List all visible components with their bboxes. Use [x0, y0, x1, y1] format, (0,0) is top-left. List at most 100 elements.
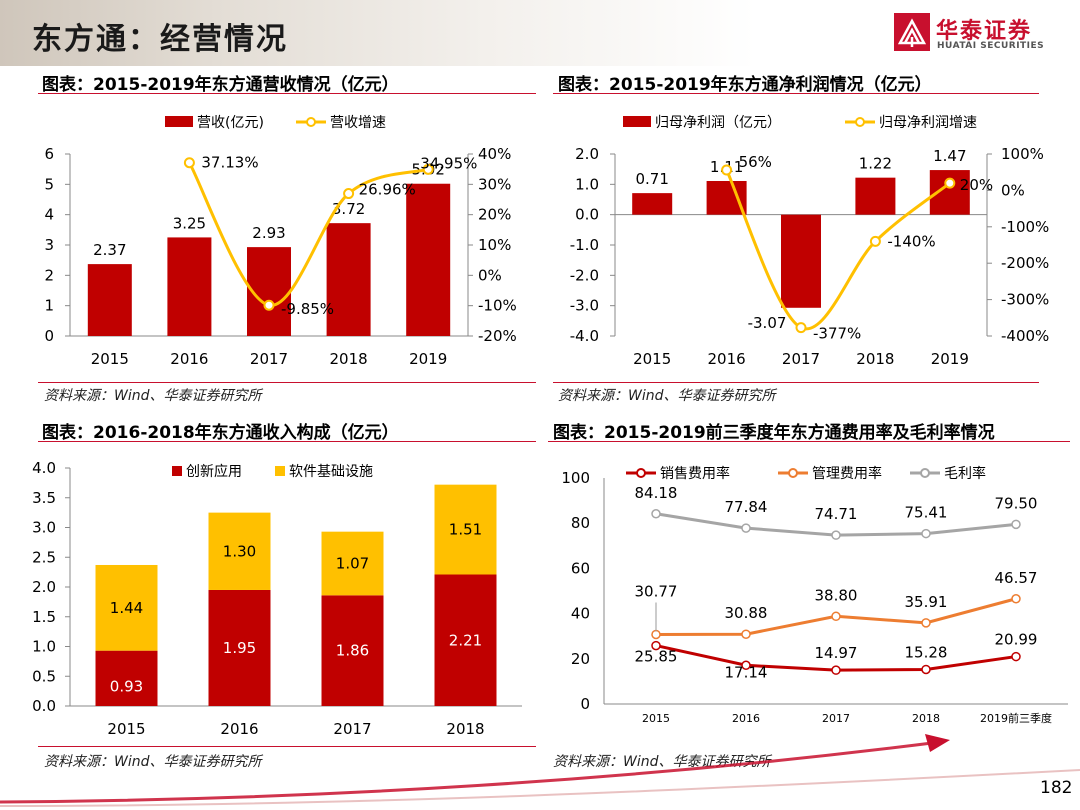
legend-label-2: 毛利率 — [944, 465, 986, 482]
y-tick-label: 3.5 — [32, 489, 56, 507]
panel3-title: 图表：2016-2018年东方通收入构成（亿元） — [42, 423, 399, 443]
panel4-title: 图表：2015-2019前三季度年东方通费用率及毛利率情况 — [553, 423, 995, 443]
y-right-tick-label: -20% — [478, 327, 517, 345]
x-tick-label: 2015 — [633, 350, 671, 368]
x-tick-label: 2015 — [91, 350, 129, 368]
y-tick-label: 0 — [580, 695, 590, 713]
panel1-title: 图表：2015-2019年东方通营收情况（亿元） — [42, 75, 399, 95]
y-right-tick-label: -200% — [1001, 254, 1049, 272]
y-right-tick-label: 30% — [478, 175, 511, 193]
y-left-tick-label: 2.0 — [575, 145, 599, 163]
legend-swatch-infrastructure — [275, 466, 285, 476]
x-tick-label: 2016 — [170, 350, 208, 368]
point-revenue-growth — [263, 299, 275, 311]
y-left-tick-label: 0 — [44, 327, 54, 345]
bar-label: 1.47 — [933, 147, 966, 165]
point-profit-growth — [944, 177, 956, 189]
revenue-mix-chart: 创新应用 软件基础设施 0.0 0.5 1.0 1.5 2.0 2.5 3.0 3.5 4.0 201… — [32, 459, 522, 738]
net-profit-chart: 归母净利润（亿元） 归母净利润增速 -4.0 -3.0 -2.0 -1.0 0.0 1.0 2.… — [570, 114, 1050, 368]
point-series-0 — [1011, 651, 1021, 662]
legend-swatch-net-profit — [623, 116, 651, 127]
x-tick-label: 2017 — [782, 350, 820, 368]
bar-infrastructure — [321, 531, 384, 596]
logo-text-en: HUATAI SECURITIES — [937, 41, 1045, 51]
panel2-top-rule — [553, 93, 1039, 94]
x-tick-label: 2016 — [708, 350, 746, 368]
y-tick-label: 0.0 — [32, 697, 56, 715]
point-profit-growth — [869, 235, 881, 247]
point-label-series-1: 38.80 — [815, 586, 858, 604]
bar-infrastructure — [208, 512, 271, 590]
y-right-tick-label: -300% — [1001, 291, 1049, 309]
bar-revenue — [326, 223, 371, 336]
legend-marker-1 — [788, 468, 798, 478]
point-series-1 — [741, 629, 751, 639]
bar-label-infrastructure: 1.44 — [110, 599, 143, 617]
bar-label: -3.07 — [748, 314, 787, 332]
point-series-0 — [651, 640, 661, 651]
bar-net-profit — [855, 177, 896, 215]
x-tick-label: 2018 — [446, 720, 484, 738]
point-revenue-growth — [343, 188, 355, 200]
point-series-2 — [1011, 519, 1021, 530]
point-label: -140% — [887, 232, 935, 250]
x-tick-label: 2018 — [912, 712, 940, 725]
legend-label-revenue: 营收(亿元) — [197, 115, 264, 131]
point-label-series-0: 17.14 — [725, 663, 768, 681]
y-left-tick-label: 5 — [44, 175, 54, 193]
y-tick-label: 0.5 — [32, 667, 56, 685]
point-label-series-2: 84.18 — [635, 484, 678, 502]
y-right-tick-label: 0% — [1001, 181, 1025, 199]
y-tick-label: 4.0 — [32, 459, 56, 477]
point-label-series-1: 46.57 — [995, 569, 1038, 587]
bar-label-infrastructure: 1.51 — [449, 521, 482, 539]
panel3-source: 资料来源：Wind、华泰证券研究所 — [44, 754, 262, 770]
x-tick-label: 2016 — [732, 712, 760, 725]
point-label-series-0: 20.99 — [995, 631, 1038, 649]
point-series-2 — [651, 509, 661, 519]
line-revenue-growth — [188, 161, 429, 307]
legend-label-innovation: 创新应用 — [186, 463, 242, 480]
x-tick-label: 2017 — [822, 712, 850, 725]
bar-label-innovation: 1.95 — [223, 639, 256, 657]
bar-revenue — [406, 183, 451, 336]
y-left-tick-label: 3 — [44, 236, 54, 254]
legend-label-net-profit: 归母净利润（亿元） — [655, 114, 781, 131]
x-tick-label: 2017 — [250, 350, 288, 368]
x-tick-label: 2015 — [642, 712, 670, 725]
point-label: 26.96% — [359, 181, 416, 199]
x-tick-label: 2018 — [330, 350, 368, 368]
y-tick-label: 3.0 — [32, 519, 56, 537]
bar-innovation — [208, 589, 271, 706]
y-left-tick-label: -2.0 — [570, 266, 599, 284]
y-right-tick-label: 100% — [1001, 145, 1044, 163]
y-right-tick-label: -100% — [1001, 218, 1049, 236]
panel2-bottom-rule — [553, 382, 1039, 383]
bar-label-infrastructure: 1.30 — [223, 542, 256, 560]
bar-net-profit — [781, 214, 821, 308]
point-series-2 — [741, 523, 751, 533]
bar-net-profit — [632, 193, 673, 215]
legend-swatch-innovation — [172, 466, 182, 476]
point-label: -9.85% — [281, 300, 334, 318]
y-left-tick-label: 1.0 — [575, 175, 599, 193]
bar-revenue — [167, 237, 212, 336]
point-profit-growth — [721, 164, 733, 176]
y-right-tick-label: -400% — [1001, 327, 1049, 345]
point-label-series-0: 25.85 — [635, 648, 678, 666]
panel1-bottom-rule — [38, 382, 536, 383]
point-series-2 — [831, 530, 841, 540]
point-series-1 — [831, 611, 841, 622]
y-right-tick-label: 20% — [478, 206, 511, 224]
bar-label-innovation: 0.93 — [110, 677, 143, 695]
huatai-logo: 华泰证券 HUATAI SECURITIES — [894, 13, 1064, 57]
bar-label: 3.25 — [173, 214, 206, 232]
revenue-chart: 营收(亿元) 营收增速 0 1 2 3 4 5 6 -20% -10% 0% 10% 20% 30% 40% 2… — [44, 115, 517, 368]
bar-infrastructure — [434, 484, 497, 575]
legend-label-infrastructure: 软件基础设施 — [289, 463, 373, 480]
point-label-series-2: 74.71 — [815, 505, 858, 523]
y-tick-label: 1.0 — [32, 638, 56, 656]
x-tick-label: 2019前三季度 — [980, 711, 1052, 725]
bar-net-profit — [706, 180, 747, 215]
point-label-series-1: 35.91 — [905, 593, 948, 611]
